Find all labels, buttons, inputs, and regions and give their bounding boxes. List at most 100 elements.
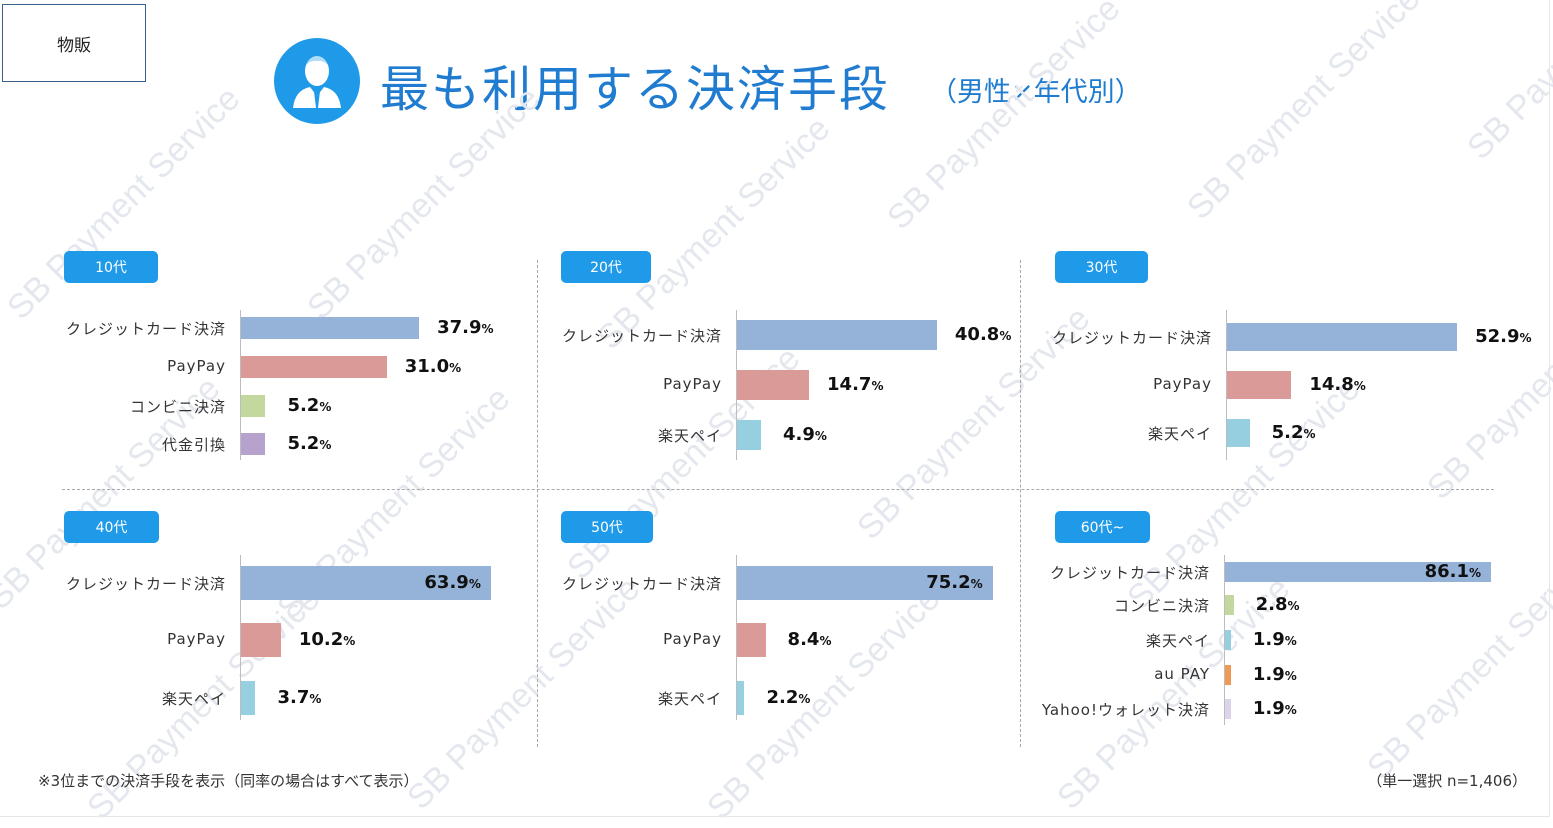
bar-category-label: 楽天ペイ: [1147, 425, 1212, 443]
bar-category-label: Yahoo!ウォレット決済: [1041, 701, 1210, 719]
bar-value-label: 1.9%: [1253, 664, 1297, 685]
chart-axis: [240, 310, 241, 460]
bar: [241, 317, 420, 339]
bar: [1225, 630, 1231, 650]
bar-value-label: 86.1%: [1425, 561, 1481, 582]
chart-axis: [736, 555, 737, 720]
bar-value-label: 14.7%: [827, 374, 883, 395]
bar-value-label: 2.8%: [1256, 594, 1300, 615]
bar-value-unit: %: [999, 329, 1012, 343]
bar: [737, 623, 766, 657]
bar-value-number: 86.1: [1424, 561, 1470, 582]
bar-category-label: 代金引換: [161, 436, 226, 454]
bar-value-unit: %: [1287, 599, 1300, 613]
male-user-icon: [274, 38, 360, 124]
bar-value-unit: %: [1284, 634, 1297, 648]
bar-category-label: クレジットカード決済: [1049, 564, 1210, 582]
horizontal-divider: [62, 489, 1494, 490]
bar-value-unit: %: [1303, 427, 1316, 441]
bar: [241, 566, 491, 600]
bar-value-unit: %: [798, 692, 811, 706]
bar-value-label: 63.9%: [424, 572, 480, 593]
age-group-badge: 50代: [561, 511, 653, 543]
bar-value-number: 14.8: [1309, 374, 1354, 395]
footnote: ※3位までの決済手段を表示（同率の場合はすべて表示）: [38, 772, 419, 790]
age-group-badge: 60代~: [1055, 511, 1150, 543]
bar-value-unit: %: [871, 379, 884, 393]
sample-note: （単一選択 n=1,406）: [1367, 772, 1527, 790]
bar: [737, 370, 810, 400]
bar-category-label: PayPay: [1153, 375, 1212, 393]
bar-value-unit: %: [819, 634, 832, 648]
bar-value-unit: %: [319, 400, 332, 414]
bar-value-unit: %: [449, 361, 462, 375]
chart-axis: [736, 310, 737, 460]
bar-value-number: 40.8: [954, 324, 1000, 345]
bar: [737, 566, 993, 600]
bar-value-unit: %: [1284, 669, 1297, 683]
bar-value-number: 1.9: [1252, 629, 1285, 650]
bar: [241, 433, 266, 455]
bar-value-unit: %: [309, 692, 322, 706]
bar-value-number: 5.2: [287, 395, 320, 416]
bar-value-unit: %: [814, 429, 827, 443]
bar: [1225, 562, 1492, 582]
bar-category-label: PayPay: [663, 630, 722, 648]
bar-category-label: 楽天ペイ: [657, 690, 722, 708]
bar-value-label: 5.2%: [287, 433, 331, 454]
bar: [737, 681, 745, 715]
bar-category-label: クレジットカード決済: [561, 575, 722, 593]
chart-axis: [1224, 555, 1225, 725]
bar-value-label: 37.9%: [437, 317, 493, 338]
bar: [737, 320, 937, 350]
bar-value-unit: %: [319, 438, 332, 452]
age-group-badge: 20代: [561, 251, 651, 283]
bar-category-label: PayPay: [167, 630, 226, 648]
bar-value-label: 3.7%: [277, 687, 321, 708]
bar-value-number: 5.2: [287, 433, 320, 454]
bar-value-number: 8.4: [787, 629, 820, 650]
bar: [241, 681, 256, 715]
bar-value-number: 75.2: [926, 572, 971, 593]
bar-category-label: 楽天ペイ: [657, 427, 722, 445]
bar-value-label: 1.9%: [1253, 629, 1297, 650]
bar-value-number: 5.2: [1271, 422, 1304, 443]
bar-value-unit: %: [970, 577, 983, 591]
bar: [1225, 699, 1231, 719]
bar-value-number: 2.8: [1255, 594, 1288, 615]
bar-value-number: 52.9: [1475, 326, 1520, 347]
vertical-divider: [1020, 260, 1021, 747]
bar-category-label: au PAY: [1154, 665, 1210, 683]
bar-value-label: 4.9%: [783, 424, 827, 445]
bar-category-label: クレジットカード決済: [65, 575, 226, 593]
bar: [1225, 595, 1234, 615]
bar-value-number: 1.9: [1252, 664, 1285, 685]
bar: [1227, 371, 1292, 399]
bar: [1227, 323, 1458, 351]
bar-value-label: 1.9%: [1253, 698, 1297, 719]
bar-value-label: 2.2%: [766, 687, 810, 708]
bar-category-label: PayPay: [167, 357, 226, 375]
bar-value-label: 10.2%: [299, 629, 355, 650]
page-subtitle: （男性×年代別）: [930, 77, 1142, 108]
bar-value-label: 5.2%: [287, 395, 331, 416]
age-group-badge: 10代: [64, 251, 158, 283]
bar-value-unit: %: [1353, 379, 1366, 393]
bar-category-label: 楽天ペイ: [161, 690, 226, 708]
bar: [1227, 419, 1250, 447]
bar-value-unit: %: [343, 634, 356, 648]
chart-axis: [1226, 310, 1227, 460]
bar-value-label: 40.8%: [955, 324, 1011, 345]
bar-value-label: 5.2%: [1272, 422, 1316, 443]
category-tag: 物販: [2, 4, 146, 82]
bar-category-label: コンビニ決済: [1113, 597, 1210, 615]
bar-value-unit: %: [468, 577, 481, 591]
bar-value-number: 4.9: [783, 424, 815, 445]
bar-value-number: 1.9: [1252, 698, 1285, 719]
bar-value-number: 2.2: [766, 687, 799, 708]
bar-value-number: 63.9: [424, 572, 469, 593]
bar-category-label: コンビニ決済: [129, 398, 226, 416]
bar: [241, 356, 387, 378]
bar-category-label: クレジットカード決済: [1051, 329, 1212, 347]
